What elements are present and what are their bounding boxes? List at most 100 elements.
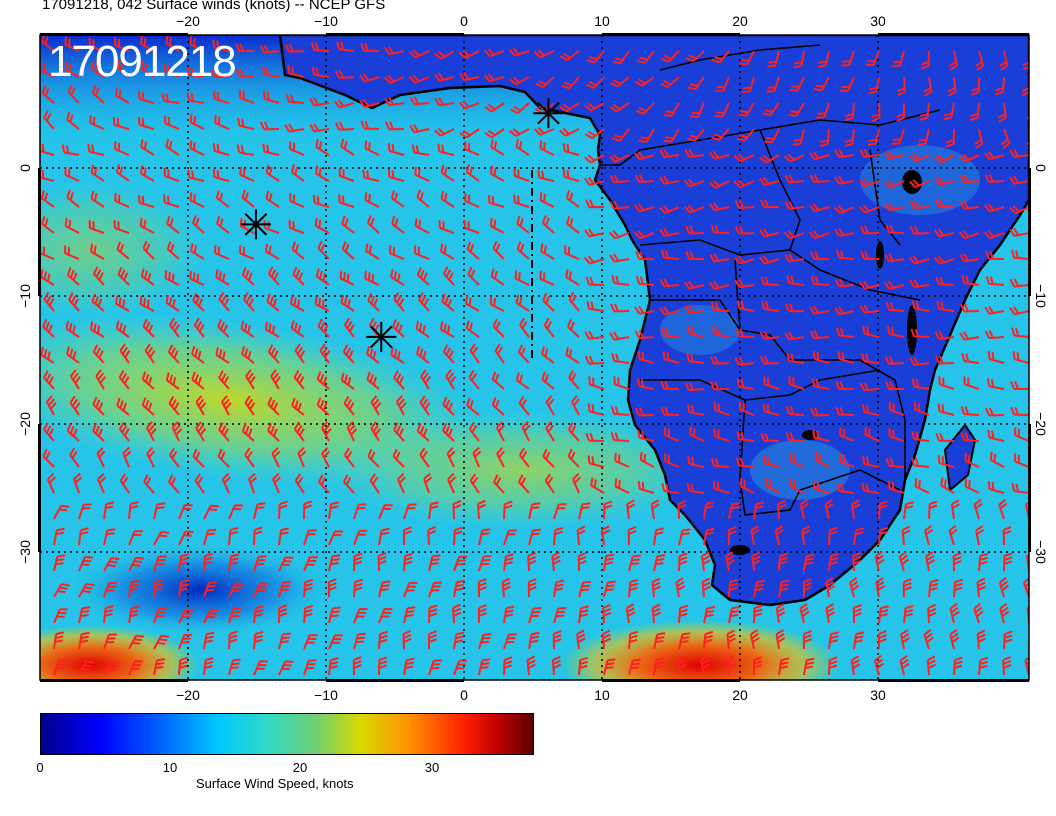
wind-barb [934, 228, 955, 238]
wind-barb [428, 630, 437, 650]
wind-barb [535, 76, 555, 89]
wind-barb [739, 50, 755, 66]
wind-barb [685, 50, 705, 63]
wind-barb [248, 472, 258, 494]
wind-barb [311, 66, 330, 78]
wind-barb [383, 75, 405, 85]
wind-barb [40, 346, 55, 364]
wind-barb [259, 44, 280, 54]
wind-barb [190, 243, 205, 260]
wind-barb [789, 452, 805, 468]
wind-barb [539, 270, 555, 286]
wind-barb [165, 35, 180, 52]
wind-barb [241, 423, 255, 442]
wind-barb [478, 658, 491, 676]
wind-barb [703, 527, 715, 546]
wind-barb [759, 330, 780, 340]
wind-barb [353, 529, 368, 546]
wind-barb [948, 524, 958, 546]
wind-barb [164, 115, 180, 130]
wind-barb [527, 551, 537, 572]
wind-barb [312, 194, 330, 208]
wind-barb [896, 76, 906, 97]
wind-barb [677, 499, 687, 520]
wind-barb [1010, 381, 1029, 391]
lat-tick-right: −30 [1033, 540, 1049, 564]
wind-barb [453, 526, 463, 546]
wind-barb [634, 305, 655, 315]
wind-barb [490, 268, 505, 286]
wind-barb [453, 579, 465, 598]
wind-barb [294, 473, 305, 494]
wind-barb [984, 174, 1005, 184]
wind-barb [503, 633, 517, 650]
wind-barb [628, 578, 639, 598]
wind-barb [862, 325, 880, 338]
wind-barb [734, 356, 755, 366]
wind-barb [792, 128, 805, 146]
wind-barb [141, 397, 155, 416]
wind-barb [891, 128, 905, 145]
wind-barb [95, 369, 107, 390]
wind-barb [366, 346, 380, 364]
wind-barb [103, 581, 118, 598]
wind-barb [851, 499, 861, 520]
wind-barb [53, 583, 70, 598]
wind-barb [192, 292, 205, 312]
wind-barb [726, 629, 736, 650]
wind-barb [290, 164, 305, 182]
wind-barb [753, 579, 765, 598]
wind-barb [658, 205, 680, 215]
wind-barb [660, 76, 680, 88]
wind-barb [478, 633, 492, 650]
wind-barb [687, 76, 705, 91]
wind-barb [92, 396, 105, 416]
wind-barb [266, 293, 280, 312]
wind-barb [439, 243, 455, 260]
wind-barb [43, 110, 55, 130]
wind-barb [728, 502, 741, 520]
wind-barb [1003, 630, 1013, 650]
wind-barb [852, 551, 862, 572]
wind-barb [66, 346, 80, 364]
wind-barb [884, 280, 905, 290]
wind-barb [637, 350, 655, 364]
wind-barb [503, 529, 517, 546]
wind-barb [516, 215, 530, 234]
wind-barb [189, 114, 205, 130]
lon-tick-top: −10 [314, 13, 338, 29]
colorbar-tick: 20 [292, 760, 308, 775]
wind-barb [551, 551, 561, 572]
wind-barb [489, 165, 505, 182]
wind-barb [503, 656, 513, 676]
wind-barb [609, 102, 630, 113]
wind-barb [328, 634, 343, 650]
wind-barb [784, 174, 805, 184]
wind-barb [516, 241, 530, 260]
wind-barb [712, 480, 730, 494]
wind-barb [611, 353, 630, 364]
wind-barb [484, 128, 505, 139]
wind-barb [303, 578, 314, 598]
wind-barb [203, 608, 219, 624]
wind-barb [934, 176, 955, 186]
wind-barb [66, 267, 80, 286]
wind-barb [186, 66, 205, 78]
wind-barb [89, 243, 105, 260]
wind-barb [528, 502, 541, 520]
wind-barb [653, 554, 666, 572]
wind-barb [885, 381, 905, 391]
wind-barb [328, 657, 339, 676]
wind-barb [948, 50, 958, 71]
wind-barb [186, 92, 205, 104]
wind-barb [874, 551, 885, 572]
wind-barb [888, 428, 905, 442]
wind-barb [114, 37, 130, 52]
wind-barb [753, 501, 765, 520]
wind-barb [103, 501, 115, 520]
wind-barb [701, 577, 711, 598]
wind-barb [976, 629, 986, 650]
wind-barb [910, 328, 930, 338]
wind-barb [878, 526, 889, 546]
wind-barb [46, 472, 56, 494]
